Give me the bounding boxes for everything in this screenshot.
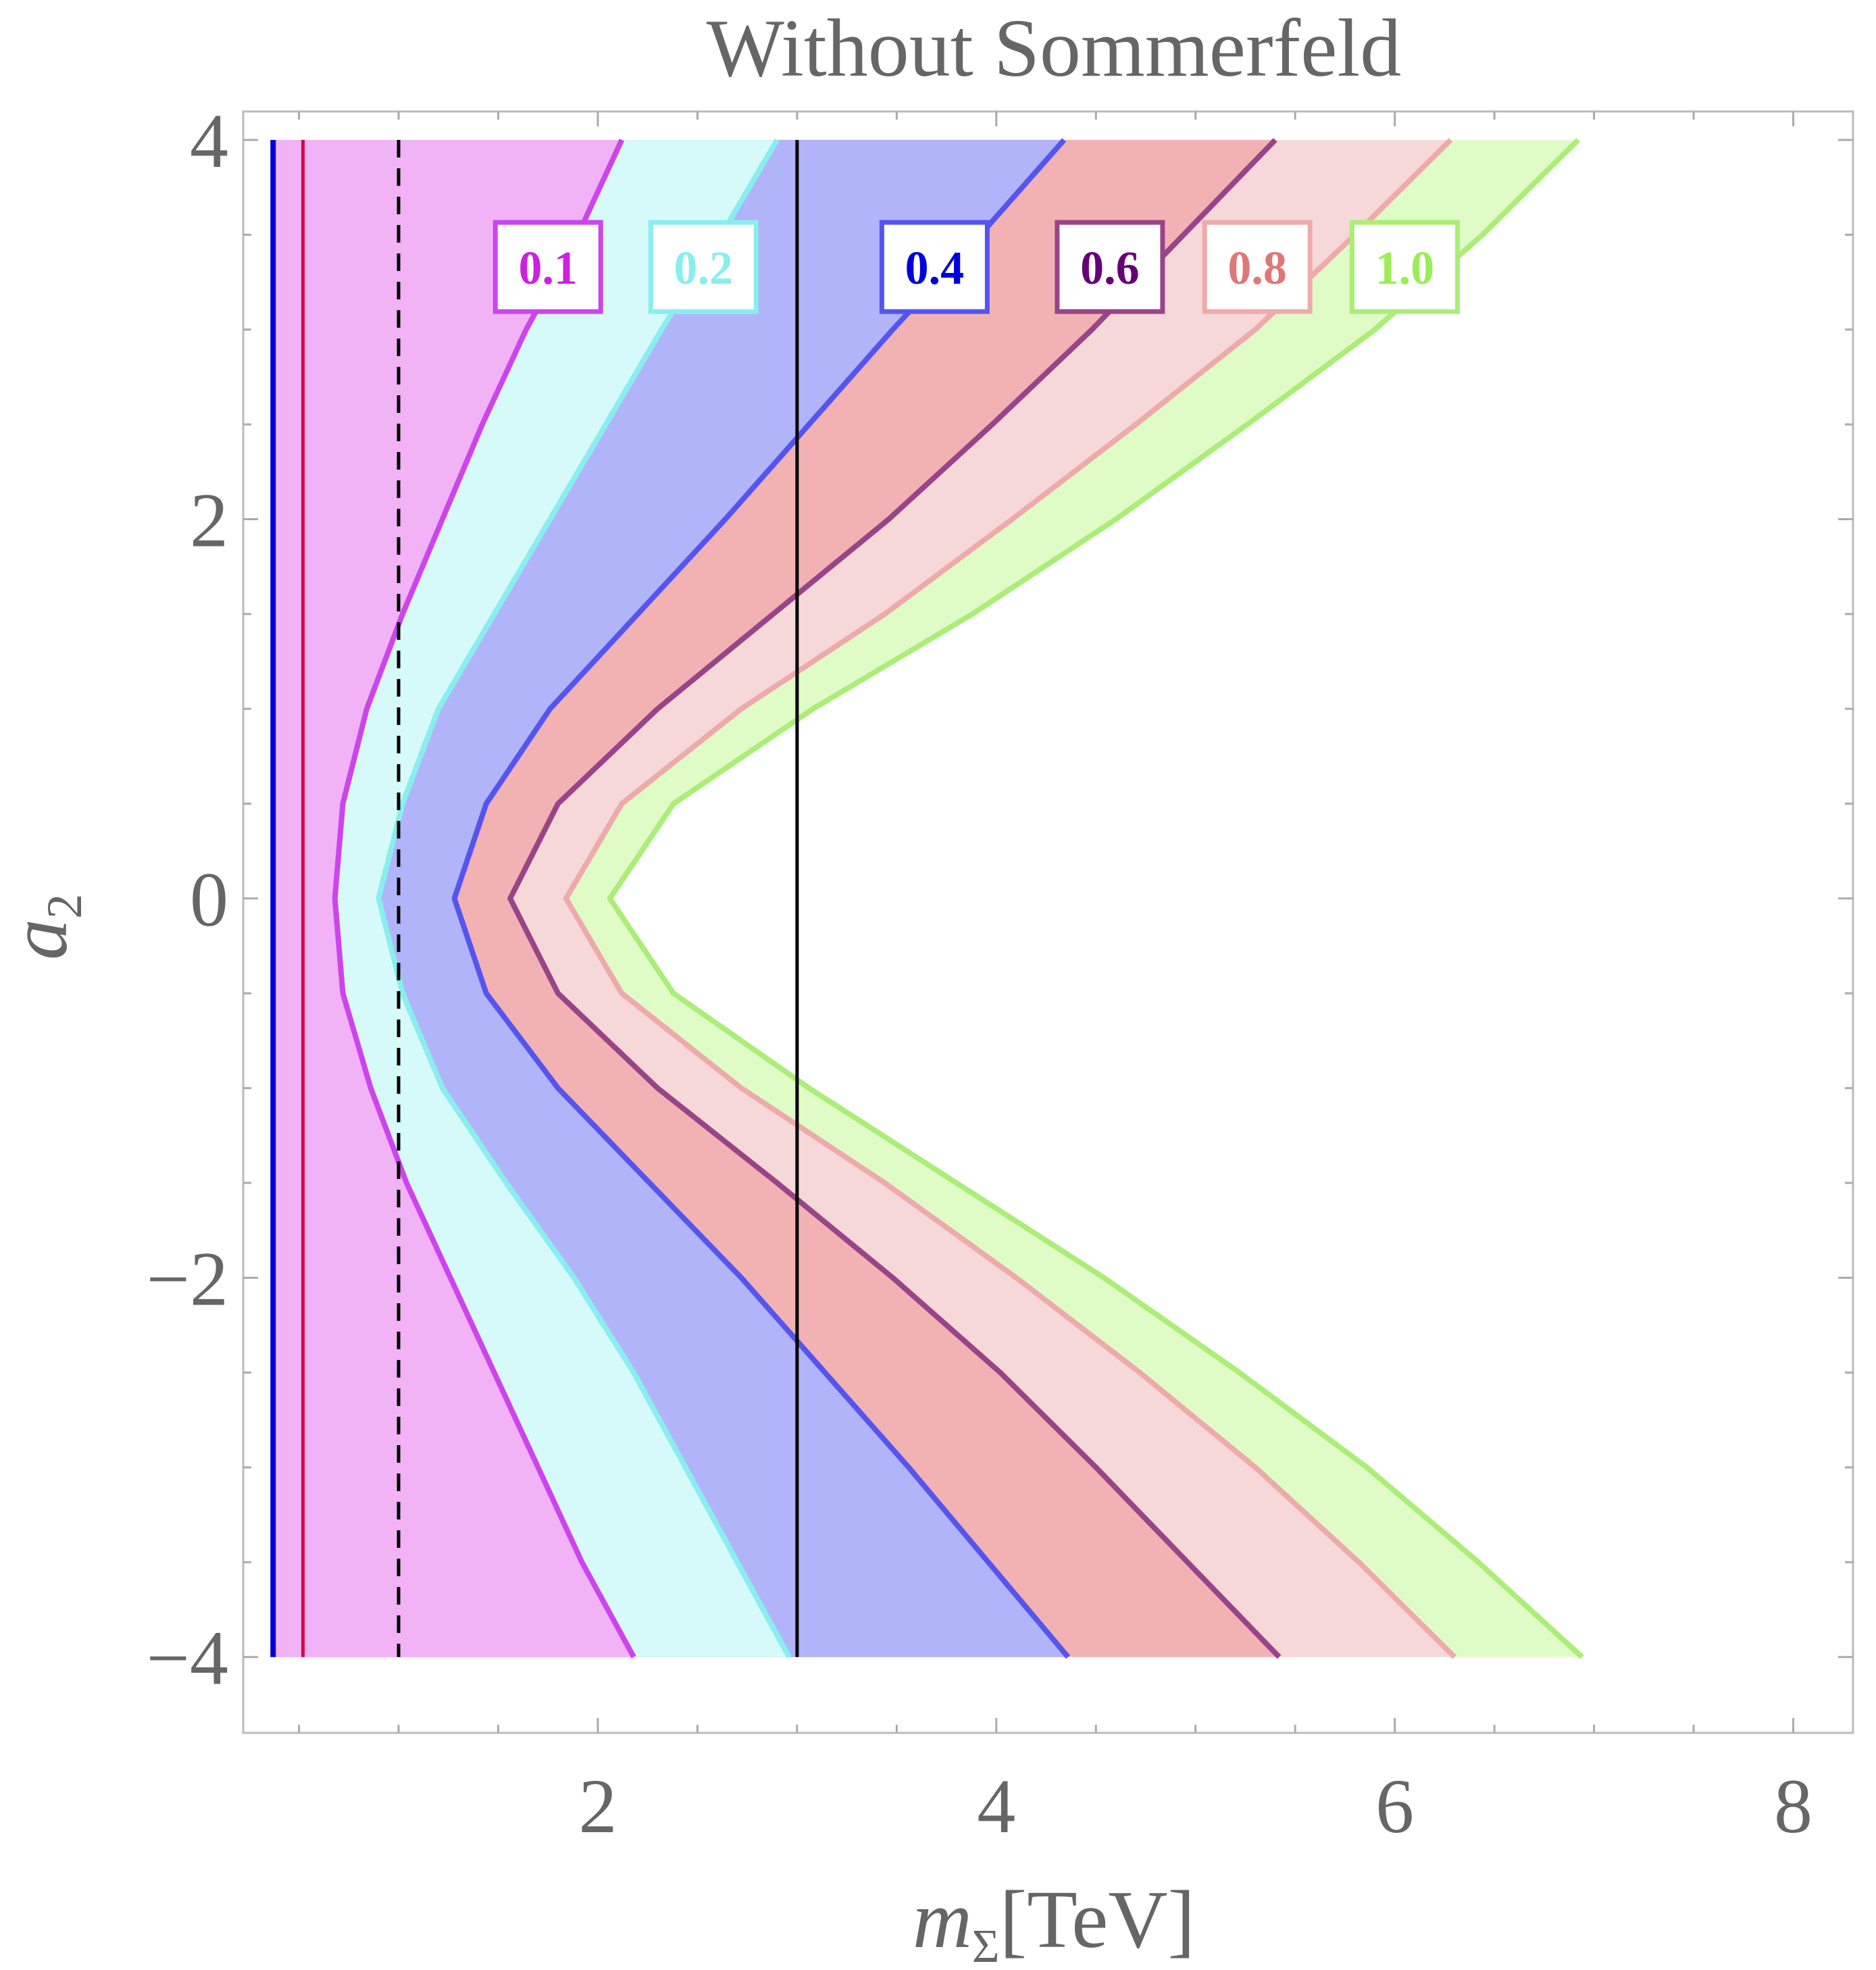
y-tick-label: −2: [147, 1236, 228, 1321]
contour-label-0.6: 0.6: [1055, 220, 1165, 314]
contour-label-text: 0.2: [674, 243, 734, 295]
contour-label-box: [1202, 220, 1313, 314]
x-tick-label: 2: [578, 1763, 617, 1849]
x-axis-label: mΣ[TeV]: [913, 1874, 1195, 1970]
y-axis-ticks: −4 −2 0 2 4: [147, 98, 1853, 1701]
contour-label-box: [1349, 220, 1460, 314]
contour-label-1.0: 1.0: [1349, 220, 1460, 314]
contour-label-text: 0.4: [905, 243, 965, 295]
contour-label-box: [879, 220, 990, 314]
contour-label-0.4: 0.4: [879, 220, 990, 314]
contour-label-box: [1055, 220, 1165, 314]
contour-line-1.0: [607, 138, 1584, 1659]
contour-line-0.2: [376, 138, 792, 1659]
plot-area: [270, 138, 1584, 1659]
contour-line-0.1: [332, 138, 636, 1659]
contour-label-text: 0.1: [518, 243, 578, 295]
y-tick-label: −4: [147, 1615, 228, 1701]
chart-title: Without Sommerfeld: [707, 3, 1402, 94]
contour-label-text: 0.8: [1227, 243, 1287, 295]
y-tick-label: 4: [190, 98, 228, 184]
x-axis-ticks: 2 4 6 8: [298, 111, 1812, 1849]
contour-label-box: [492, 220, 603, 314]
plot-border: [242, 110, 1854, 1734]
x-tick-label: 4: [977, 1763, 1015, 1849]
x-tick-label: 8: [1774, 1763, 1812, 1849]
contour-line-0.4: [451, 138, 1071, 1659]
contour-label-0.1: 0.1: [492, 220, 603, 314]
contour-line-0.6: [507, 138, 1282, 1659]
contour-labels: 0.1 0.2 0.4 0.6 0.8 1.0: [492, 220, 1460, 314]
contour-label-box: [648, 220, 759, 314]
contour-label-0.8: 0.8: [1202, 220, 1313, 314]
y-tick-label: 2: [190, 478, 228, 563]
contour-line-0.8: [563, 138, 1456, 1659]
y-tick-label: 0: [190, 857, 228, 942]
contour-label-text: 0.6: [1080, 243, 1140, 295]
x-tick-label: 6: [1375, 1763, 1414, 1849]
y-axis-label: a2: [0, 894, 93, 960]
contour-label-0.2: 0.2: [648, 220, 759, 314]
contour-label-text: 1.0: [1375, 243, 1435, 295]
plot-frame: [242, 110, 1854, 1734]
contour-band-0.1: [273, 140, 634, 1657]
